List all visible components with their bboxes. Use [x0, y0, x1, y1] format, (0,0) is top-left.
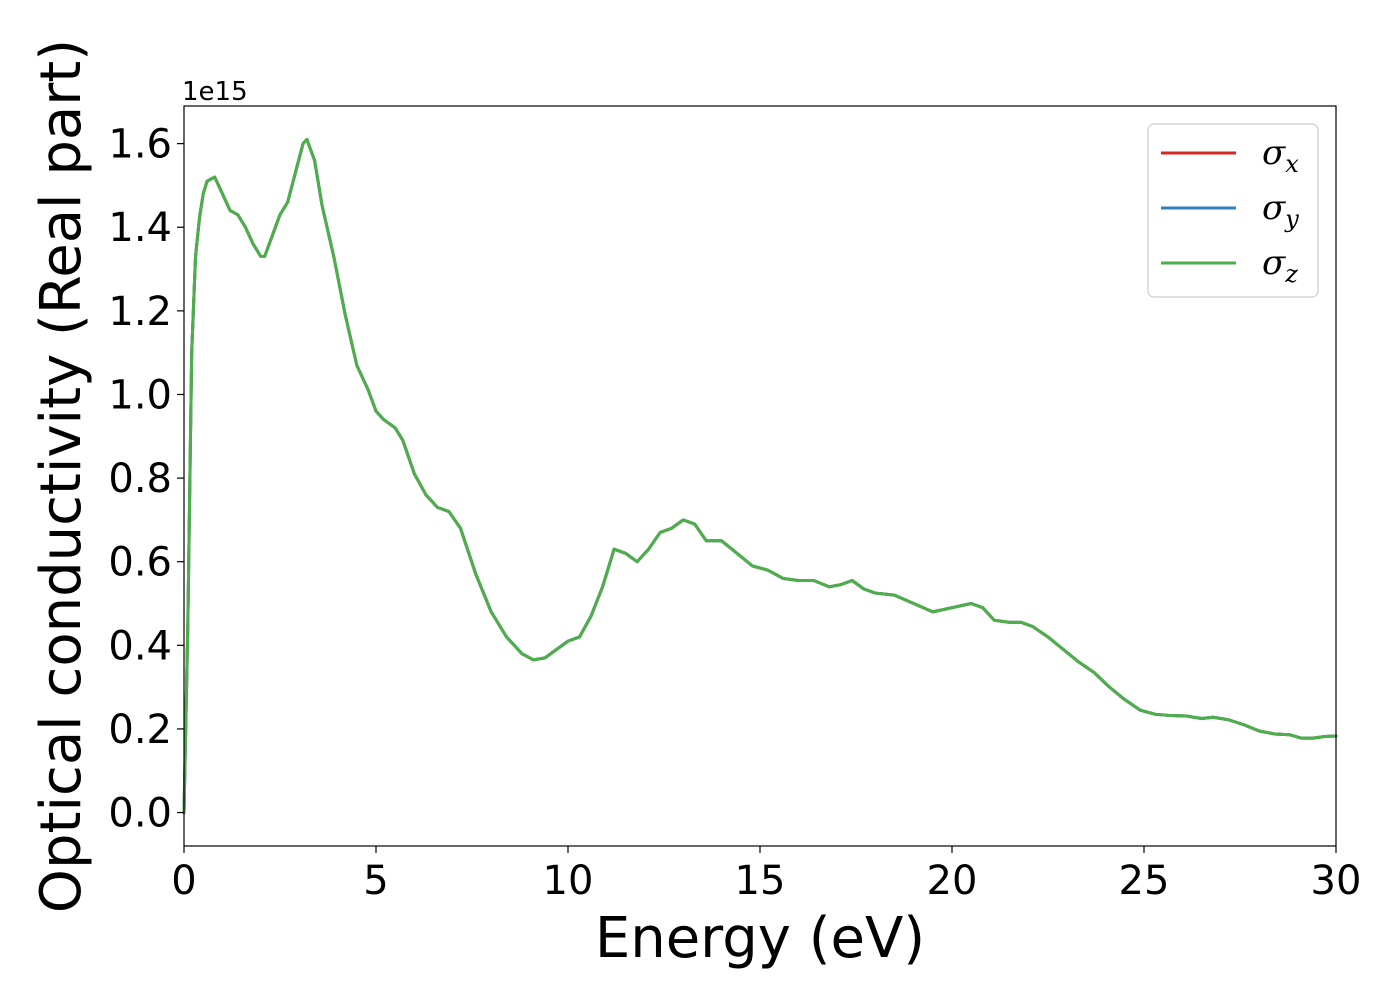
legend-label-sigma-z: σz [1262, 243, 1298, 288]
y-tick-label: 0.4 [108, 623, 172, 669]
y-tick-label: 0.2 [108, 707, 172, 753]
y-offset-label: 1e15 [182, 77, 248, 107]
y-tick-label: 1.0 [108, 372, 172, 418]
x-tick-label: 0 [171, 858, 196, 904]
y-axis-label: Optical conductivity (Real part) [29, 39, 94, 913]
x-tick-label: 15 [735, 858, 786, 904]
x-tick-label: 5 [363, 858, 388, 904]
legend: σx σy σz [1147, 123, 1319, 298]
y-tick-label: 0.6 [108, 540, 172, 586]
legend-box [1147, 123, 1319, 298]
x-tick-label: 30 [1311, 858, 1362, 904]
x-axis: 0 5 10 15 20 25 30 [171, 846, 1361, 904]
legend-label-sigma-x: σx [1262, 133, 1299, 178]
plot-background [184, 106, 1336, 846]
series-layer [182, 137, 1338, 815]
y-tick-label: 0.8 [108, 456, 172, 502]
x-tick-label: 20 [927, 858, 978, 904]
legend-label-sigma-y: σy [1262, 188, 1299, 233]
y-tick-label: 1.4 [108, 205, 172, 251]
y-tick-label: 1.6 [108, 122, 172, 168]
y-tick-label: 0.0 [108, 791, 172, 837]
series-line-sigma-z [182, 137, 1338, 815]
y-axis: 0.0 0.2 0.4 0.6 0.8 1.0 1.2 1.4 1.6 [108, 122, 184, 837]
x-axis-label: Energy (eV) [595, 906, 925, 971]
x-tick-label: 25 [1119, 858, 1170, 904]
x-tick-label: 10 [543, 858, 594, 904]
y-tick-label: 1.2 [108, 289, 172, 335]
